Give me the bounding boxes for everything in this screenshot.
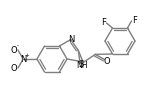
Text: +: + [25, 53, 29, 58]
Text: F: F [101, 18, 106, 27]
Text: -: - [17, 43, 19, 48]
Text: O: O [104, 56, 111, 65]
Text: F: F [132, 15, 137, 24]
Text: N: N [20, 55, 26, 64]
Text: NH: NH [76, 60, 88, 69]
Text: O: O [11, 64, 17, 73]
Text: O: O [11, 46, 17, 55]
Text: N: N [69, 34, 75, 43]
Text: S: S [78, 59, 83, 68]
